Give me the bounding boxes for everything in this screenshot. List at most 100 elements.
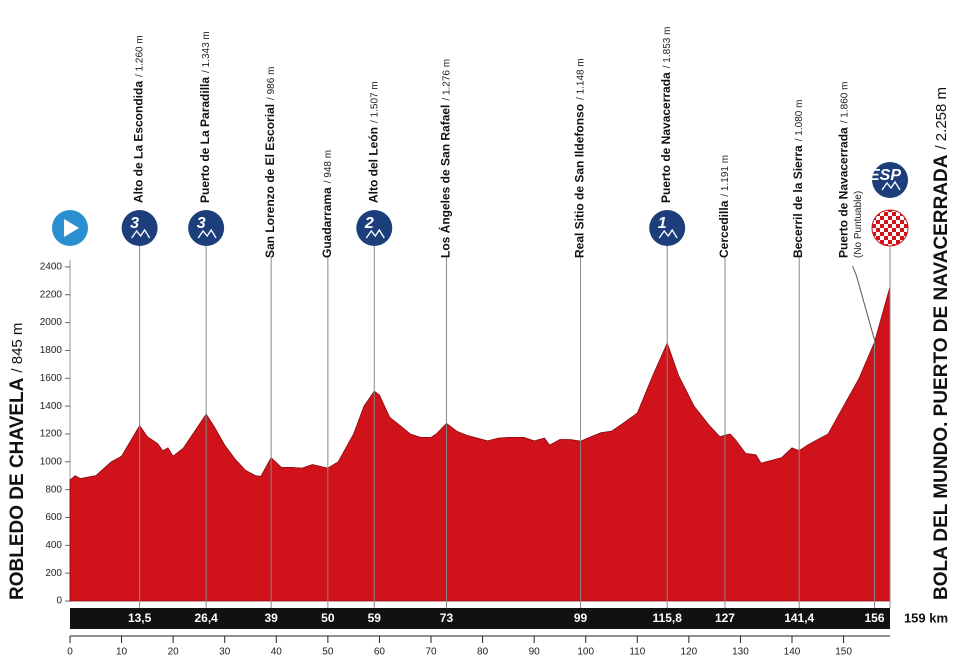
y-tick-label: 800: [45, 484, 62, 495]
pass-altitude: / 1.080 m: [794, 100, 805, 142]
mountain-glyph: [365, 228, 385, 239]
x-tick-label: 30: [219, 647, 231, 658]
pass-label: Cercedilla / 1.191 m: [717, 155, 731, 258]
x-tick-label: 90: [529, 647, 541, 658]
pass-name: San Lorenzo de El Escorial: [263, 104, 277, 258]
y-tick-label: 1200: [40, 429, 63, 440]
pass-name: Los Ángeles de San Rafael: [438, 105, 453, 258]
pass-label: Alto de La Escondida / 1.260 m: [132, 35, 146, 203]
km-label: 59: [368, 611, 382, 625]
finish-flag: [871, 209, 909, 247]
pass-altitude: / 1.191 m: [720, 155, 731, 197]
y-tick-label: 1000: [40, 456, 63, 467]
category-icon: [121, 210, 158, 246]
km-band: [70, 608, 890, 629]
pass-label: Guadarrama / 948 m: [320, 150, 334, 258]
km-label: 115,8: [653, 611, 683, 625]
y-tick-label: 600: [45, 512, 62, 523]
km-label: 127: [715, 611, 735, 625]
finish-label: BOLA DEL MUNDO. PUERTO DE NAVACERRADA / 2…: [931, 87, 952, 600]
km-label: 156: [865, 611, 885, 625]
x-tick-label: 100: [577, 647, 594, 658]
pass-label: Los Ángeles de San Rafael / 1.276 m: [438, 59, 453, 258]
category-icon: [188, 210, 225, 246]
km-label: 13,5: [128, 611, 152, 625]
pass-altitude: / 1.260 m: [134, 35, 145, 77]
x-tick-label: 60: [374, 647, 386, 658]
x-tick-label: 110: [629, 647, 645, 658]
pass-altitude: / 948 m: [323, 150, 334, 183]
km-label: 39: [264, 611, 278, 625]
km-label: 73: [440, 611, 454, 625]
pass-altitude: / 1.853 m: [662, 27, 673, 69]
pass-label: Puerto de La Paradilla / 1.343 m: [198, 31, 212, 203]
pass-altitude: / 986 m: [266, 67, 277, 100]
start-altitude: / 845 m: [9, 323, 26, 373]
start-icon: [52, 210, 88, 246]
finish-altitude: / 2.258 m: [933, 87, 950, 150]
pass-name: Alto de La Escondida: [132, 81, 146, 203]
y-tick-label: 2000: [40, 317, 63, 328]
x-tick-label: 140: [784, 647, 801, 658]
pass-label: Alto del León / 1.507 m: [366, 81, 380, 203]
category-label: ESP: [869, 167, 901, 184]
x-tick-label: 120: [681, 647, 698, 658]
x-tick-label: 130: [732, 647, 749, 658]
pass-label: Real Sitio de San Ildefonso / 1.148 m: [573, 58, 587, 258]
km-label: 26,4: [194, 611, 218, 625]
category-icon: [356, 210, 393, 246]
y-tick-label: 400: [45, 540, 62, 551]
pass-label: Becerril de la Sierra / 1.080 m: [791, 100, 805, 258]
km-label: 50: [321, 611, 335, 625]
pass-name: Cercedilla: [717, 200, 731, 258]
pass-name: Puerto de Navacerrada: [837, 127, 851, 258]
pass-name: Puerto de Navacerrada: [659, 72, 673, 203]
mountain-glyph: [131, 228, 151, 239]
x-tick-label: 70: [425, 647, 437, 658]
start-name: ROBLEDO DE CHAVELA: [7, 377, 28, 600]
pass-altitude: / 1.507 m: [369, 81, 380, 123]
km-label: 141,4: [784, 611, 814, 625]
category-label: 1: [658, 215, 667, 232]
x-tick-label: 80: [477, 647, 489, 658]
y-tick-label: 1800: [40, 345, 63, 356]
y-tick-label: 1400: [40, 401, 63, 412]
start-label: ROBLEDO DE CHAVELA / 845 m: [7, 323, 28, 600]
mountain-glyph: [658, 228, 678, 239]
pass-label: San Lorenzo de El Escorial / 986 m: [263, 67, 277, 258]
pass-name: Guadarrama: [320, 187, 334, 258]
x-tick-label: 50: [322, 647, 334, 658]
x-tick-label: 150: [835, 647, 852, 658]
pass-altitude: / 1.860 m: [839, 82, 850, 124]
pass-label: Puerto de Navacerrada / 1.860 m: [837, 82, 851, 258]
pass-altitude: / 1.343 m: [201, 31, 212, 73]
y-tick-label: 0: [56, 596, 62, 607]
pass-name: Alto del León: [366, 127, 380, 203]
pass-note: (No Puntuable): [853, 191, 864, 258]
pass-altitude: / 1.276 m: [441, 59, 452, 101]
km-label: 99: [574, 611, 588, 625]
category-icon: [649, 210, 686, 246]
y-tick-label: 2200: [40, 289, 63, 300]
note-leader: [852, 265, 876, 341]
category-label: 3: [130, 215, 139, 232]
category-label: 2: [364, 215, 374, 232]
pass-altitude: / 1.148 m: [575, 58, 586, 100]
pass-name: Real Sitio de San Ildefonso: [573, 104, 587, 258]
x-tick-label: 0: [67, 647, 73, 658]
y-tick-label: 1600: [40, 373, 63, 384]
category-label: 3: [197, 215, 206, 232]
mountain-glyph: [881, 180, 901, 191]
y-tick-label: 200: [45, 568, 62, 579]
pass-lines: [139, 246, 891, 608]
pass-name: Puerto de La Paradilla: [198, 77, 212, 203]
pass-name: Becerril de la Sierra: [791, 145, 805, 258]
x-tick-label: 40: [271, 647, 283, 658]
x-tick-label: 10: [116, 647, 128, 658]
distance-label: 159 km: [904, 610, 948, 625]
profile-area: [69, 286, 891, 602]
x-tick-label: 20: [168, 647, 180, 658]
finish-name: BOLA DEL MUNDO. PUERTO DE NAVACERRADA: [931, 154, 952, 600]
pass-label: Puerto de Navacerrada / 1.853 m: [659, 27, 673, 203]
